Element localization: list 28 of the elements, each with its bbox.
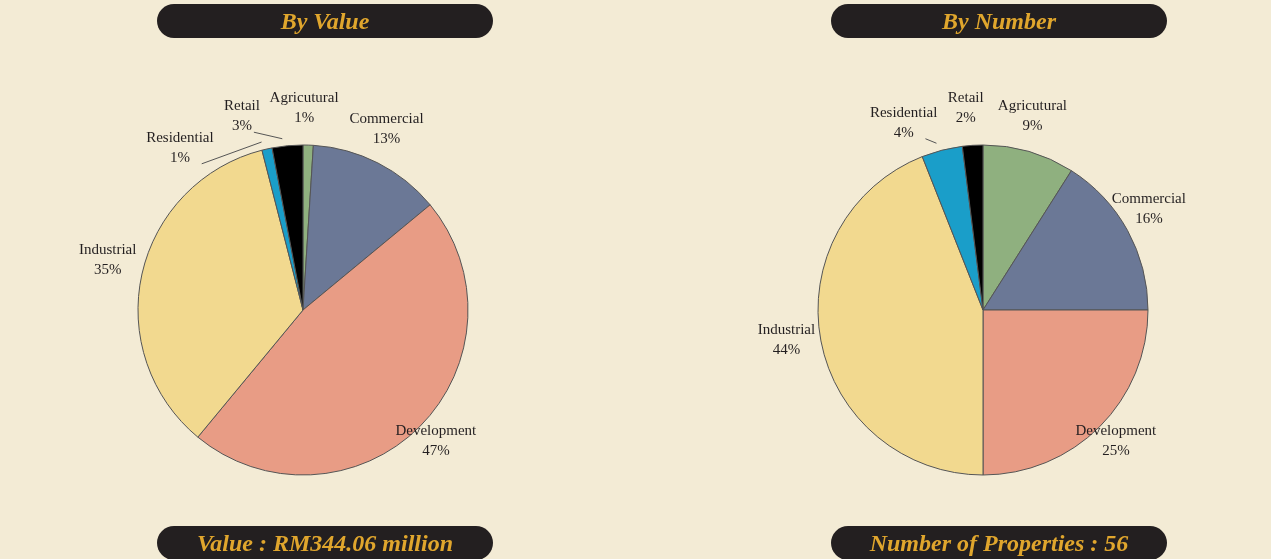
slice-label: Development xyxy=(1075,421,1158,438)
data-label: 2% xyxy=(955,109,976,126)
slice-label: Agricutural xyxy=(997,96,1067,113)
chart-title: By Value xyxy=(157,4,493,38)
slice-label: Agricutural xyxy=(269,89,339,106)
slice-label: Development xyxy=(395,421,478,438)
data-label: 35% xyxy=(93,261,122,278)
data-label: 1% xyxy=(169,148,190,165)
text: Value : RM344.06 million xyxy=(157,526,493,559)
data-label: 13% xyxy=(372,130,401,147)
data-label: 47% xyxy=(422,441,450,458)
slice-label: Retail xyxy=(224,97,260,114)
slice-label: Commercial xyxy=(349,110,424,127)
slice-label: Residential xyxy=(146,128,214,145)
data-label: 1% xyxy=(294,109,315,126)
data-label: 16% xyxy=(1135,210,1163,227)
data-label: 4% xyxy=(893,123,914,140)
slice-label: Industrial xyxy=(757,320,816,337)
slice-label: Commercial xyxy=(1111,190,1186,207)
data-label: 9% xyxy=(1022,116,1043,133)
data-label: 3% xyxy=(232,117,253,134)
chart-title: By Number xyxy=(831,4,1167,38)
data-label: 44% xyxy=(772,340,801,357)
slice-label: Residential xyxy=(869,103,938,120)
text: Number of Properties : 56 xyxy=(831,526,1167,559)
data-label: 25% xyxy=(1102,441,1130,458)
slice-label: Industrial xyxy=(78,241,137,258)
slice-label: Retail xyxy=(947,89,984,106)
